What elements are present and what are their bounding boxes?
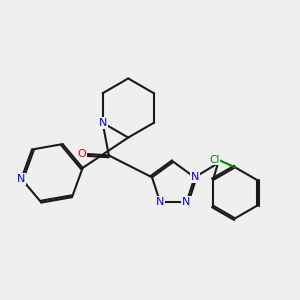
Text: N: N (17, 174, 26, 184)
Text: N: N (182, 197, 191, 207)
Text: O: O (77, 149, 86, 159)
Text: N: N (156, 197, 164, 207)
Text: N: N (98, 118, 107, 128)
Text: Cl: Cl (209, 154, 219, 165)
Text: N: N (190, 172, 199, 182)
